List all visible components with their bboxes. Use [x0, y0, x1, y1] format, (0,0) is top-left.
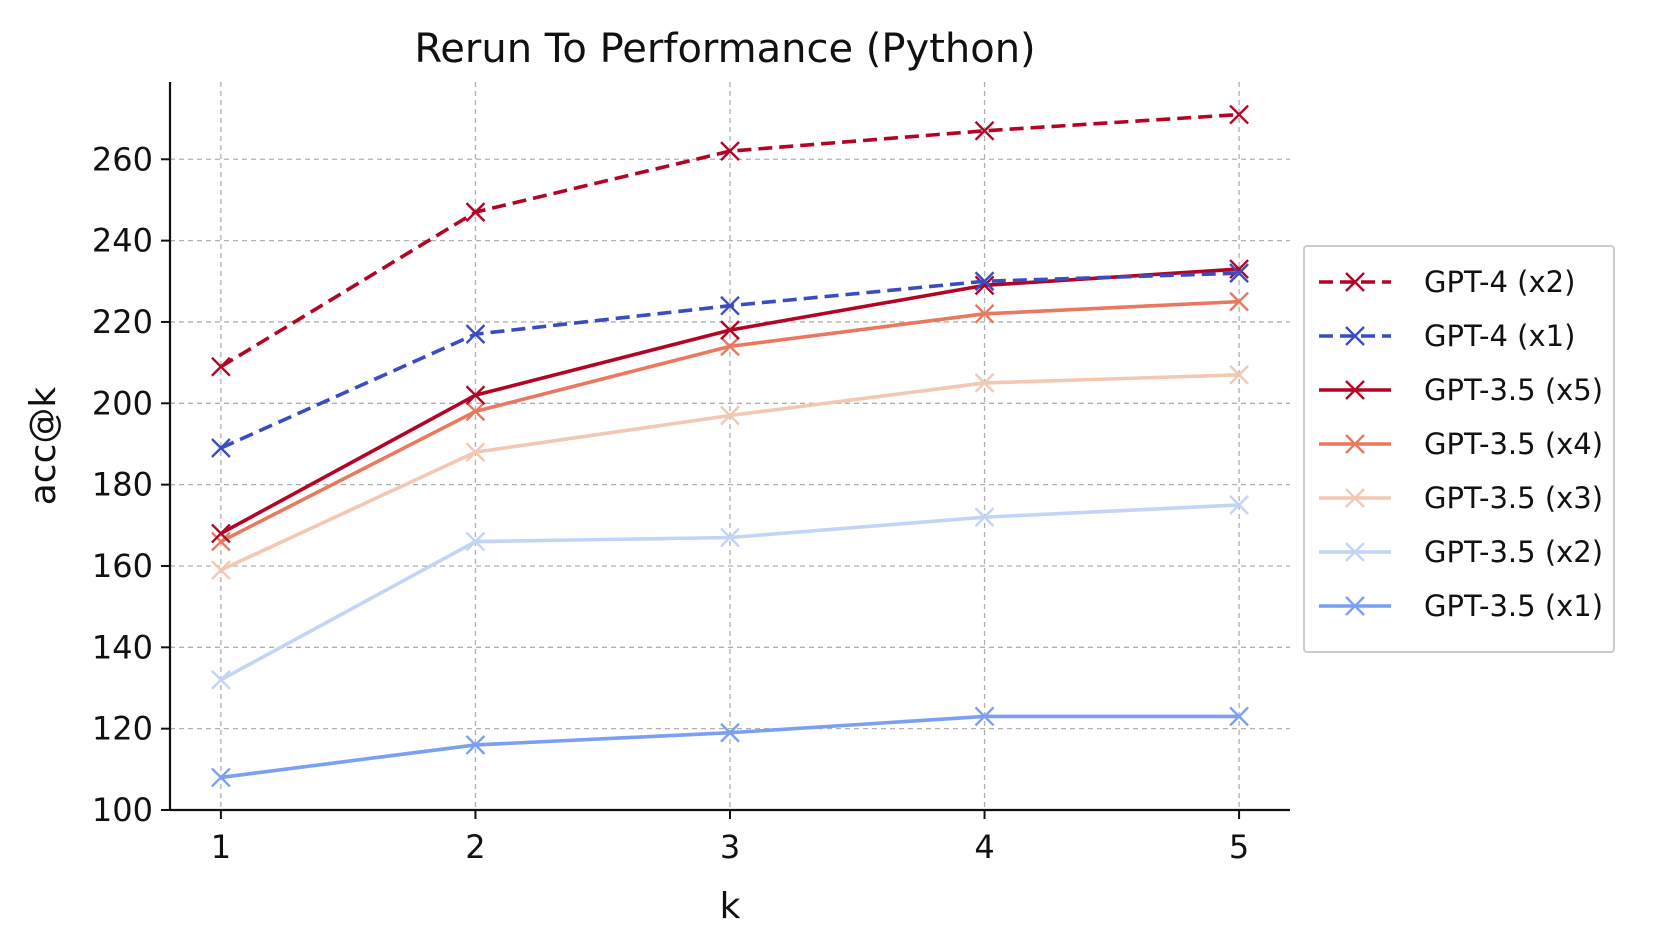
- data-point: [211, 531, 231, 552]
- data-point: [211, 523, 231, 544]
- data-point: [974, 706, 995, 727]
- series-gpt-4-x1: [211, 263, 1249, 458]
- data-point: [720, 527, 740, 548]
- data-point: [211, 356, 231, 377]
- series-gpt-3-5-x3: [211, 364, 1249, 580]
- y-tick-label: 160: [92, 547, 153, 585]
- data-point: [1229, 291, 1249, 312]
- series-gpt-3-5-x1: [211, 706, 1249, 788]
- legend-entry: GPT-4 (x1): [1319, 319, 1575, 353]
- data-point: [465, 202, 486, 222]
- data-point: [211, 560, 231, 580]
- series-gpt-4-x2: [211, 104, 1249, 377]
- legend-entry: GPT-3.5 (x4): [1319, 427, 1603, 461]
- y-axis-label: acc@k: [23, 387, 64, 506]
- y-tick-label: 140: [92, 628, 153, 666]
- data-point: [1345, 596, 1365, 616]
- x-tick-label: 5: [1229, 828, 1249, 866]
- data-point: [1229, 364, 1249, 385]
- data-point: [465, 735, 486, 755]
- data-point: [974, 275, 995, 296]
- chart-title: Rerun To Performance (Python): [414, 26, 1035, 72]
- data-point: [720, 141, 740, 161]
- x-tick-label: 4: [974, 828, 994, 866]
- data-point: [1345, 380, 1365, 400]
- y-tick-label: 240: [92, 222, 153, 260]
- data-point: [1229, 495, 1249, 515]
- data-point: [1345, 434, 1365, 454]
- data-point: [211, 670, 231, 690]
- series-gpt-3-5-x4: [211, 291, 1249, 552]
- legend: GPT-4 (x2) GPT-4 (x1) GPT-3.5 (x5) GPT-3.5 …: [1303, 245, 1615, 653]
- data-point: [1345, 488, 1365, 508]
- data-point: [1229, 263, 1249, 283]
- data-point: [1345, 272, 1365, 292]
- legend-entry: GPT-3.5 (x3): [1319, 481, 1603, 515]
- data-point: [974, 303, 995, 324]
- data-point: [974, 507, 995, 528]
- data-point: [720, 405, 740, 426]
- data-point: [1229, 104, 1249, 125]
- legend-label: GPT-3.5 (x1): [1424, 589, 1603, 623]
- data-point: [974, 373, 995, 393]
- data-point: [720, 295, 740, 316]
- legend-entry: GPT-4 (x2): [1319, 265, 1575, 299]
- data-point: [465, 385, 486, 406]
- data-point: [1345, 326, 1365, 346]
- tick-labels: 1 2 3 4 5 100 120 140 160 180 200 220 240 260: [92, 140, 1249, 866]
- series-gpt-3-5-x5: [211, 259, 1249, 544]
- grid-lines: [170, 82, 1290, 811]
- series-gpt-3-5-x2: [211, 495, 1249, 690]
- legend-label: GPT-3.5 (x5): [1424, 373, 1603, 407]
- x-axis-label: k: [720, 886, 741, 927]
- y-tick-label: 260: [92, 140, 153, 178]
- legend-entry: GPT-3.5 (x5): [1319, 373, 1603, 407]
- legend-label: GPT-3.5 (x3): [1424, 481, 1603, 515]
- y-tick-label: 180: [92, 466, 153, 504]
- data-point: [720, 320, 740, 340]
- data-point: [465, 442, 486, 462]
- legend-label: GPT-4 (x2): [1424, 265, 1575, 299]
- x-tick-label: 1: [211, 828, 231, 866]
- x-tick-label: 2: [465, 828, 485, 866]
- series-lines: [211, 104, 1249, 788]
- data-point: [465, 401, 486, 422]
- x-tick-label: 3: [720, 828, 740, 866]
- data-point: [720, 336, 740, 357]
- legend-entry: GPT-3.5 (x1): [1319, 589, 1603, 623]
- data-point: [211, 767, 231, 788]
- legend-label: GPT-4 (x1): [1424, 319, 1575, 353]
- legend-entry: GPT-3.5 (x2): [1319, 535, 1603, 569]
- y-tick-label: 200: [92, 384, 153, 422]
- data-point: [974, 271, 995, 292]
- data-point: [465, 531, 486, 552]
- legend-label: GPT-3.5 (x4): [1424, 427, 1603, 461]
- data-point: [211, 438, 231, 458]
- y-tick-label: 120: [92, 710, 153, 748]
- legend-label: GPT-3.5 (x2): [1424, 535, 1603, 569]
- data-point: [465, 324, 486, 345]
- y-tick-label: 100: [92, 791, 153, 829]
- data-point: [1229, 706, 1249, 727]
- y-tick-label: 220: [92, 303, 153, 341]
- data-point: [720, 722, 740, 743]
- data-point: [974, 120, 995, 141]
- data-point: [1345, 542, 1365, 562]
